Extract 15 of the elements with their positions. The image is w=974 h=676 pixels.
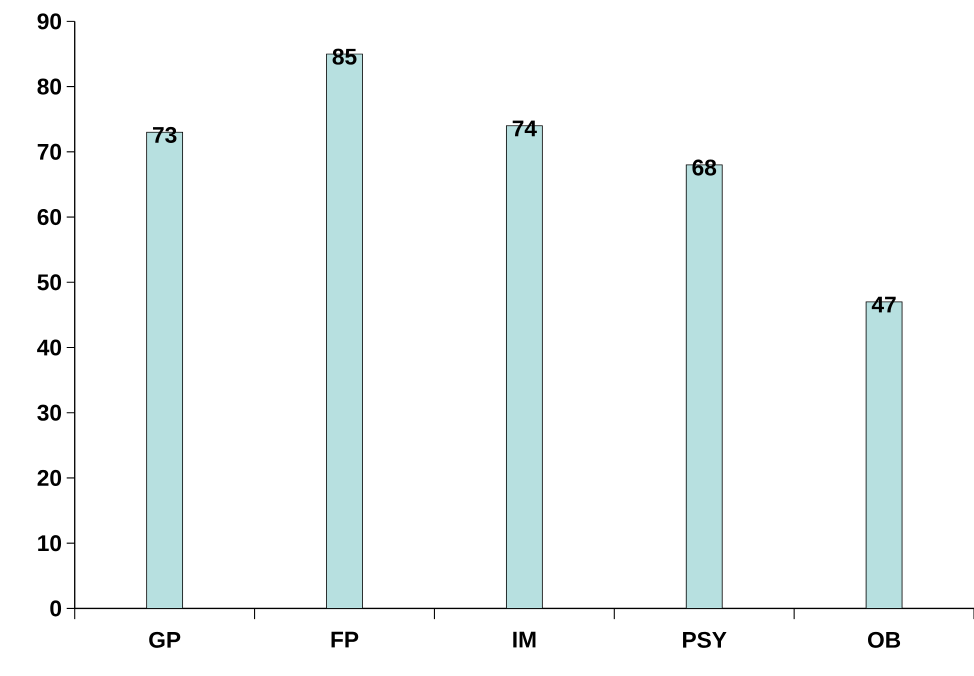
y-tick-label: 30 (37, 404, 62, 421)
x-tick-label: GP (149, 632, 180, 648)
y-tick-label: 20 (38, 470, 62, 486)
y-tick-label: 60 (38, 208, 62, 225)
y-tick-label: 80 (37, 78, 62, 94)
y-tick-label: 50 (37, 274, 62, 290)
y-tick-label: 0 (50, 600, 62, 616)
x-tick-label: PSY (683, 632, 727, 648)
y-tick-label: 70 (38, 144, 62, 160)
y-tick-label: 40 (37, 339, 62, 356)
x-tick-label: IM (513, 632, 536, 648)
y-tick-label: 10 (38, 534, 62, 551)
x-tick-label: OB (868, 632, 900, 648)
y-tick-label: 90 (38, 13, 62, 30)
x-tick-label: FP (332, 632, 358, 648)
